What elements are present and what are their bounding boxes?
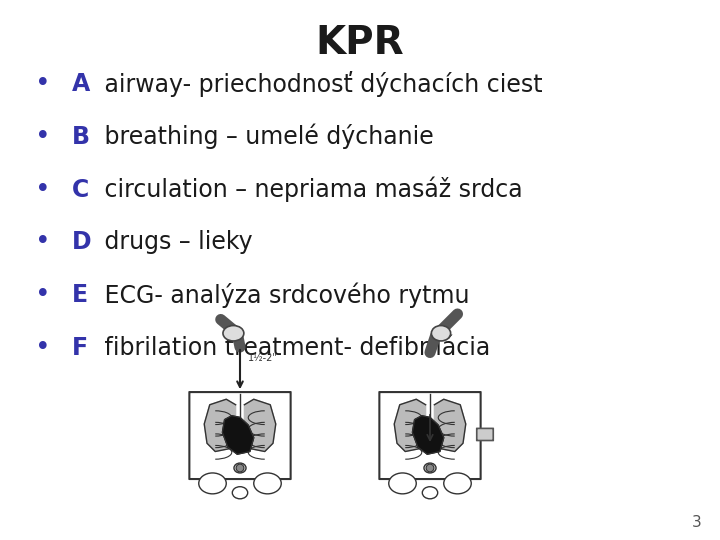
Text: •: • — [35, 124, 51, 150]
Text: D: D — [72, 231, 91, 254]
Polygon shape — [434, 399, 466, 451]
Ellipse shape — [444, 473, 472, 494]
FancyBboxPatch shape — [379, 392, 481, 479]
Polygon shape — [204, 399, 235, 451]
Ellipse shape — [223, 326, 244, 341]
Ellipse shape — [199, 473, 226, 494]
Text: 1½-2": 1½-2" — [248, 353, 278, 363]
Text: airway- priechodnosť dýchacích ciest: airway- priechodnosť dýchacích ciest — [97, 71, 543, 97]
Text: drugs – lieky: drugs – lieky — [97, 231, 253, 254]
Text: •: • — [35, 177, 51, 202]
Ellipse shape — [424, 463, 436, 473]
FancyBboxPatch shape — [477, 428, 493, 441]
Ellipse shape — [234, 463, 246, 473]
Text: breathing – umelé dýchanie: breathing – umelé dýchanie — [97, 124, 434, 150]
Text: B: B — [72, 125, 90, 148]
Text: F: F — [72, 336, 88, 360]
Ellipse shape — [389, 473, 416, 494]
Text: •: • — [35, 282, 51, 308]
Text: •: • — [35, 230, 51, 255]
Circle shape — [426, 464, 434, 472]
Text: ECG- analýza srdcového rytmu: ECG- analýza srdcového rytmu — [97, 282, 469, 308]
Circle shape — [236, 464, 244, 472]
Text: C: C — [72, 178, 89, 201]
Text: KPR: KPR — [315, 24, 405, 62]
Text: circulation – nepriama masáž srdca: circulation – nepriama masáž srdca — [97, 177, 523, 202]
Polygon shape — [395, 399, 426, 451]
Polygon shape — [244, 399, 276, 451]
Ellipse shape — [431, 326, 451, 341]
Polygon shape — [413, 416, 444, 454]
Text: •: • — [35, 335, 51, 361]
Ellipse shape — [233, 487, 248, 499]
Ellipse shape — [253, 473, 282, 494]
Text: 3: 3 — [692, 515, 702, 530]
FancyBboxPatch shape — [189, 392, 291, 479]
Text: fibrilation treatment- defibrilácia: fibrilation treatment- defibrilácia — [97, 336, 490, 360]
Polygon shape — [222, 416, 253, 454]
Ellipse shape — [423, 487, 438, 499]
Text: •: • — [35, 71, 51, 97]
Text: E: E — [72, 284, 88, 307]
Text: A: A — [72, 72, 90, 96]
